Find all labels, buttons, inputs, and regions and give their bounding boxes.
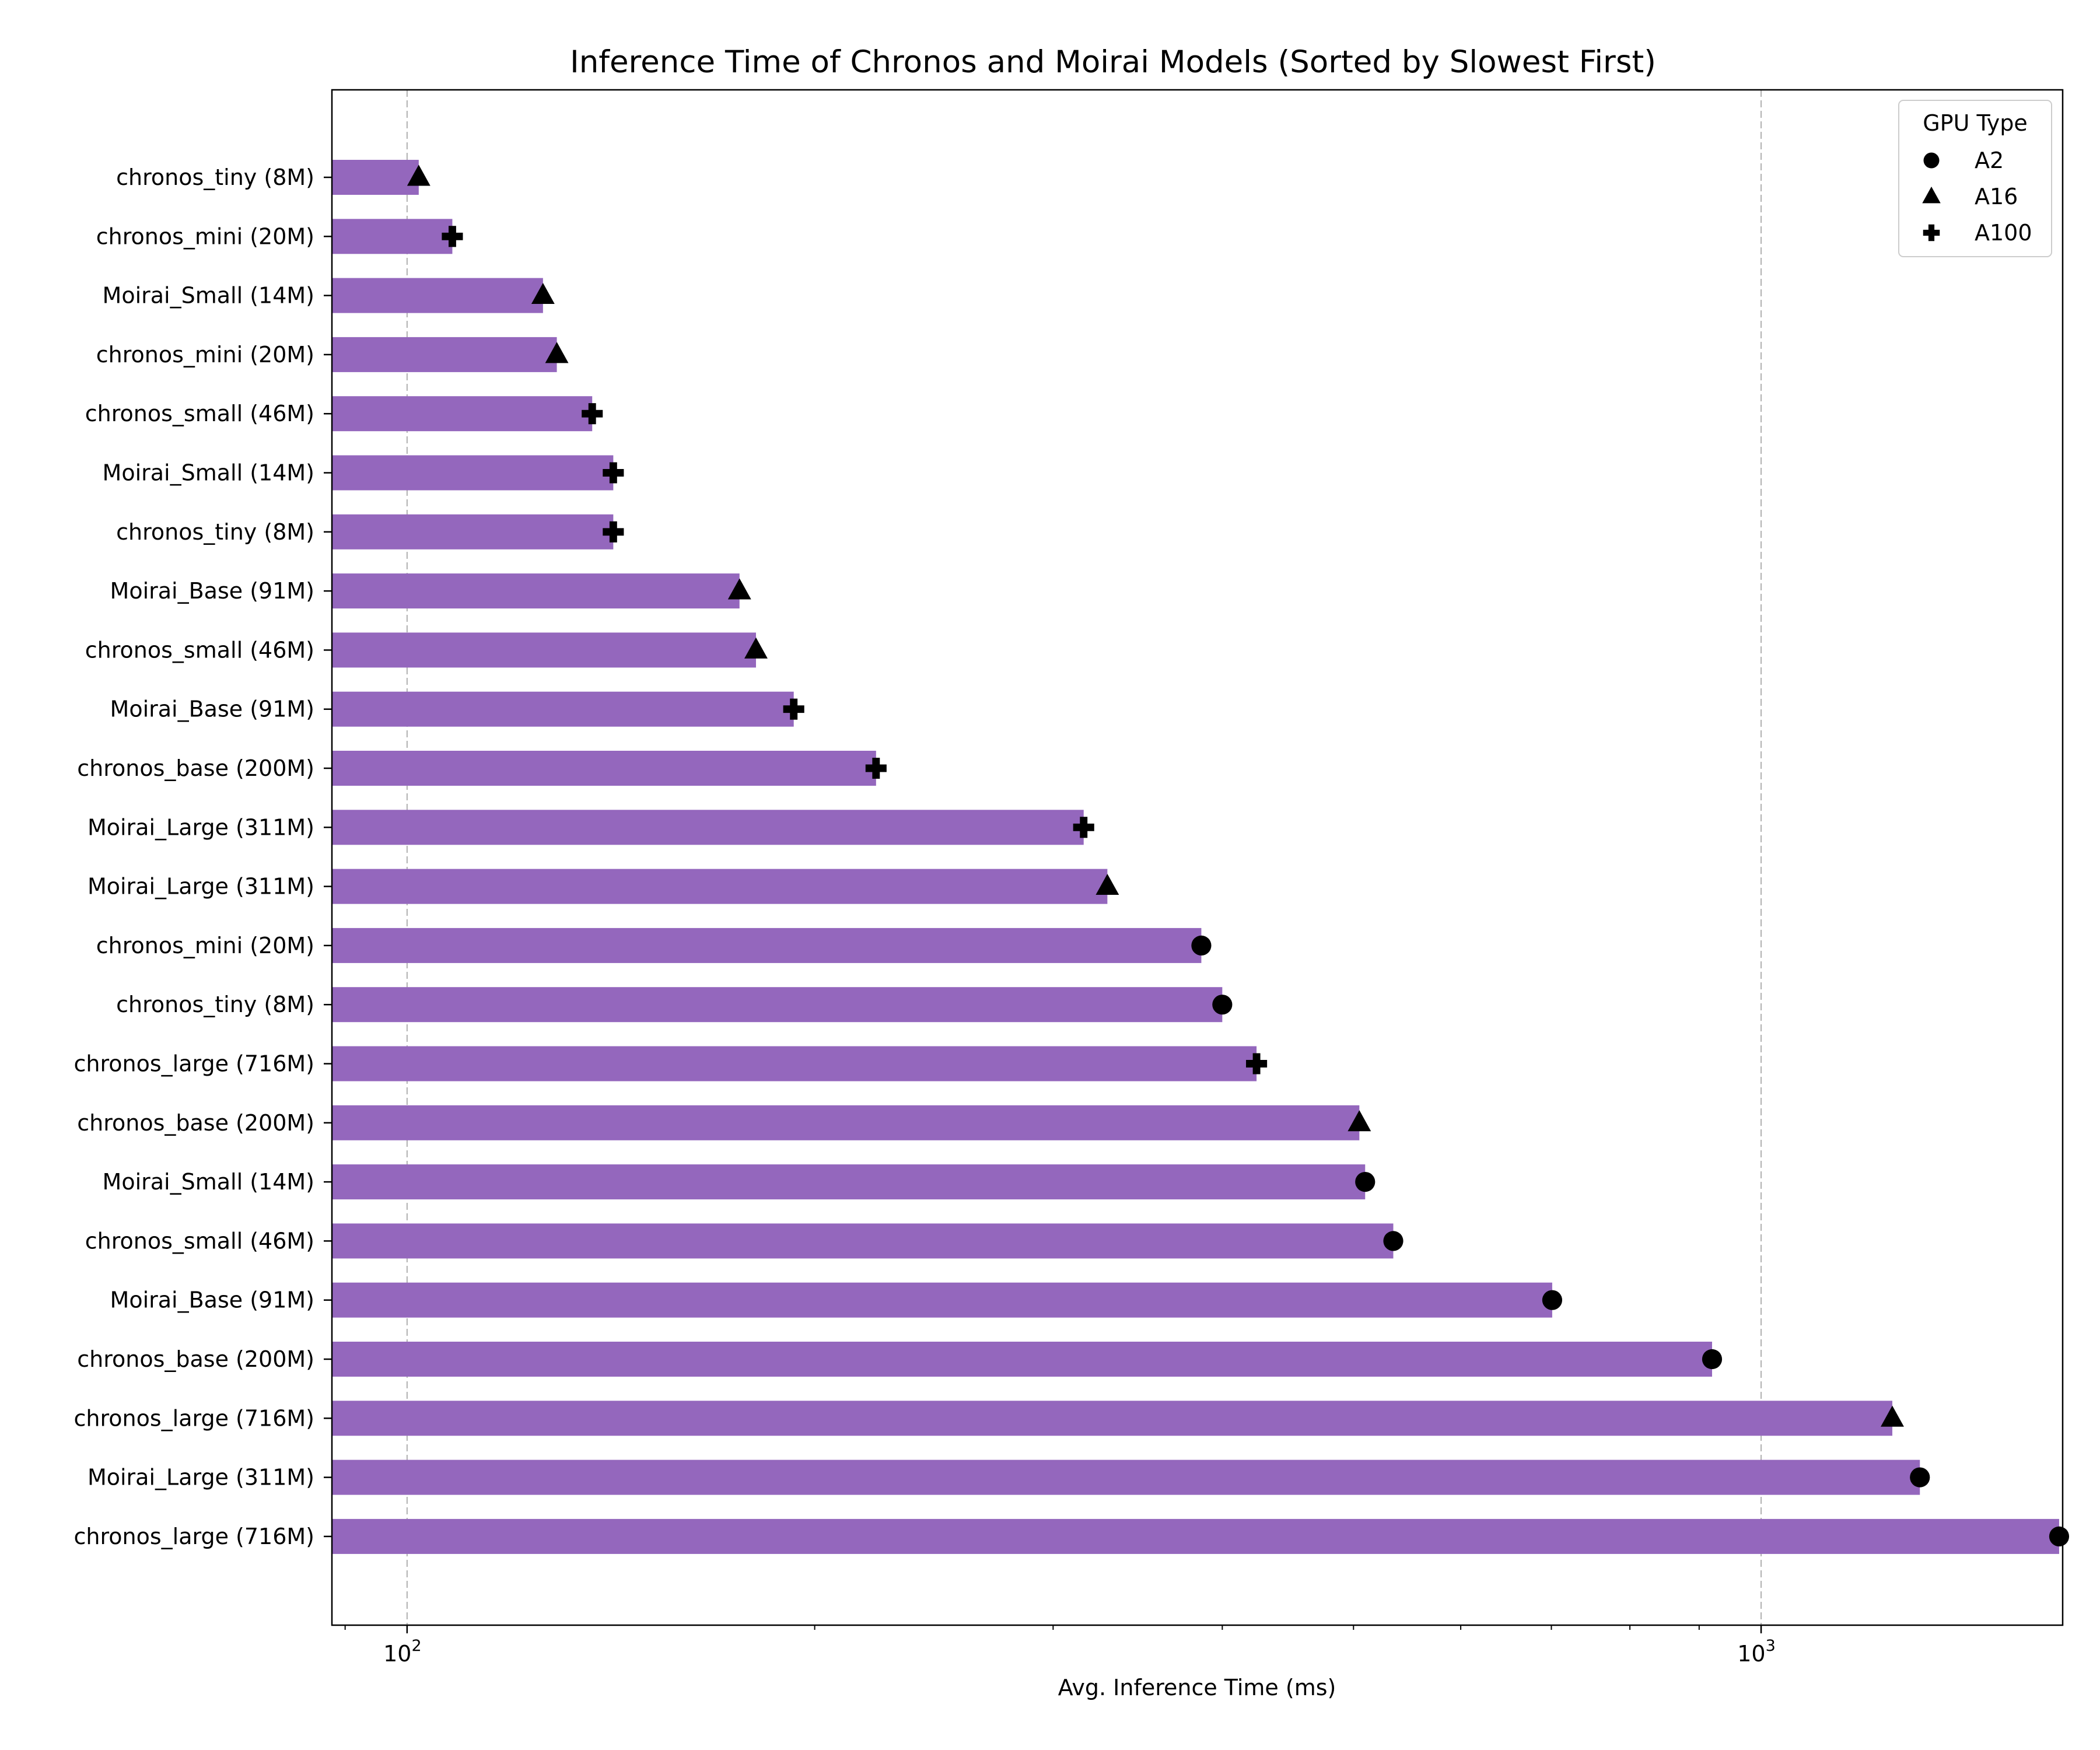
y-tick-label: chronos_tiny (8M) (116, 992, 314, 1017)
bar (332, 573, 740, 609)
y-tick-label: chronos_base (200M) (77, 1110, 314, 1136)
legend: GPU Type A2 A16 A100 (1898, 100, 2052, 257)
legend-label: A2 (1975, 148, 2004, 173)
bar (332, 869, 1108, 904)
bar (332, 219, 453, 254)
bars (332, 160, 2059, 1554)
y-tick-label: chronos_mini (20M) (96, 342, 314, 368)
bar-marker (744, 637, 768, 659)
bar (332, 1164, 1366, 1200)
x-tick-label: 103 (1737, 1637, 1776, 1667)
y-tick-label: chronos_mini (20M) (96, 223, 314, 249)
bar-marker (2049, 1526, 2070, 1546)
bar-marker (1542, 1290, 1563, 1310)
bar (332, 514, 614, 550)
bar-marker (1702, 1349, 1723, 1370)
bar (332, 1460, 1920, 1495)
legend-label: A16 (1975, 184, 2018, 209)
bar (332, 1105, 1360, 1140)
y-tick-label: chronos_large (716M) (74, 1405, 315, 1431)
bar (332, 1282, 1552, 1318)
bar (332, 1401, 1892, 1436)
bar-marker (1191, 935, 1212, 956)
bar-marker (783, 698, 804, 720)
y-tick-label: Moirai_Large (311M) (88, 1465, 314, 1490)
bar-marker (442, 226, 463, 247)
bar (332, 751, 876, 786)
bar (332, 160, 419, 195)
bar-marker (582, 403, 603, 425)
bar (332, 1046, 1257, 1082)
bar (332, 1223, 1394, 1259)
y-tick-label: Moirai_Base (91M) (110, 1287, 314, 1313)
legend-label: A100 (1975, 220, 2032, 246)
bar (332, 928, 1202, 963)
bar-marker (407, 164, 430, 186)
legend-title: GPU Type (1923, 110, 2028, 136)
bar-marker (545, 342, 569, 363)
bar (332, 337, 557, 372)
bar (332, 1342, 1712, 1377)
y-tick-label: Moirai_Small (14M) (103, 283, 314, 309)
grid-lines (406, 90, 1762, 1625)
y-tick-label: Moirai_Base (91M) (110, 578, 314, 604)
bar-marker (1096, 873, 1119, 895)
bar (332, 632, 756, 668)
bar-marker (1383, 1231, 1404, 1251)
bar-marker (1910, 1467, 1930, 1488)
bar (332, 1518, 2059, 1554)
bar-marker (1355, 1172, 1376, 1192)
chart-title: Inference Time of Chronos and Moirai Mod… (570, 44, 1656, 80)
y-tick-label: chronos_small (46M) (85, 637, 314, 663)
y-tick-label: chronos_base (200M) (77, 755, 314, 781)
bar-marker (865, 757, 887, 779)
legend-marker-a16 (1922, 186, 1941, 204)
y-tick-label: chronos_tiny (8M) (116, 519, 314, 545)
bar (332, 987, 1223, 1023)
y-tick-label: Moirai_Large (311M) (88, 814, 314, 840)
bar-marker (1881, 1405, 1904, 1427)
y-tick-label: chronos_small (46M) (85, 401, 314, 426)
bar-marker (603, 521, 624, 542)
legend-marker-a2 (1923, 152, 1940, 169)
x-axis-label: Avg. Inference Time (ms) (1058, 1675, 1336, 1700)
y-tick-label: chronos_tiny (8M) (116, 164, 314, 190)
bar-marker (531, 282, 555, 304)
bar-marker (1212, 995, 1233, 1015)
plot-frame (331, 89, 2064, 1626)
x-ticks: 102 103 (344, 1625, 1776, 1667)
y-tick-label: chronos_mini (20M) (96, 933, 314, 958)
bar-marker (1073, 817, 1094, 838)
bar (332, 278, 543, 313)
y-tick-label: chronos_base (200M) (77, 1346, 314, 1372)
y-tick-label: Moirai_Large (311M) (88, 874, 314, 900)
y-tick-label: chronos_small (46M) (85, 1228, 314, 1254)
bar-marker (603, 462, 624, 484)
bar (332, 455, 614, 491)
y-tick-label: chronos_large (716M) (74, 1524, 315, 1549)
y-tick-label: Moirai_Small (14M) (103, 1169, 314, 1195)
y-tick-label: Moirai_Base (91M) (110, 696, 314, 722)
bar (332, 396, 593, 432)
x-tick-label: 102 (383, 1637, 422, 1667)
bar (332, 691, 794, 727)
y-tick-labels: chronos_tiny (8M) chronos_mini (20M) Moira… (74, 164, 332, 1549)
markers (407, 164, 2070, 1546)
legend-box (1898, 100, 2052, 257)
y-tick-label: chronos_large (716M) (74, 1051, 315, 1077)
y-tick-label: Moirai_Small (14M) (103, 460, 314, 486)
bar-marker (727, 578, 751, 600)
legend-marker-a100 (1923, 224, 1940, 242)
bar-marker (1246, 1053, 1268, 1074)
bar-marker (1348, 1110, 1371, 1132)
bar (332, 810, 1084, 845)
